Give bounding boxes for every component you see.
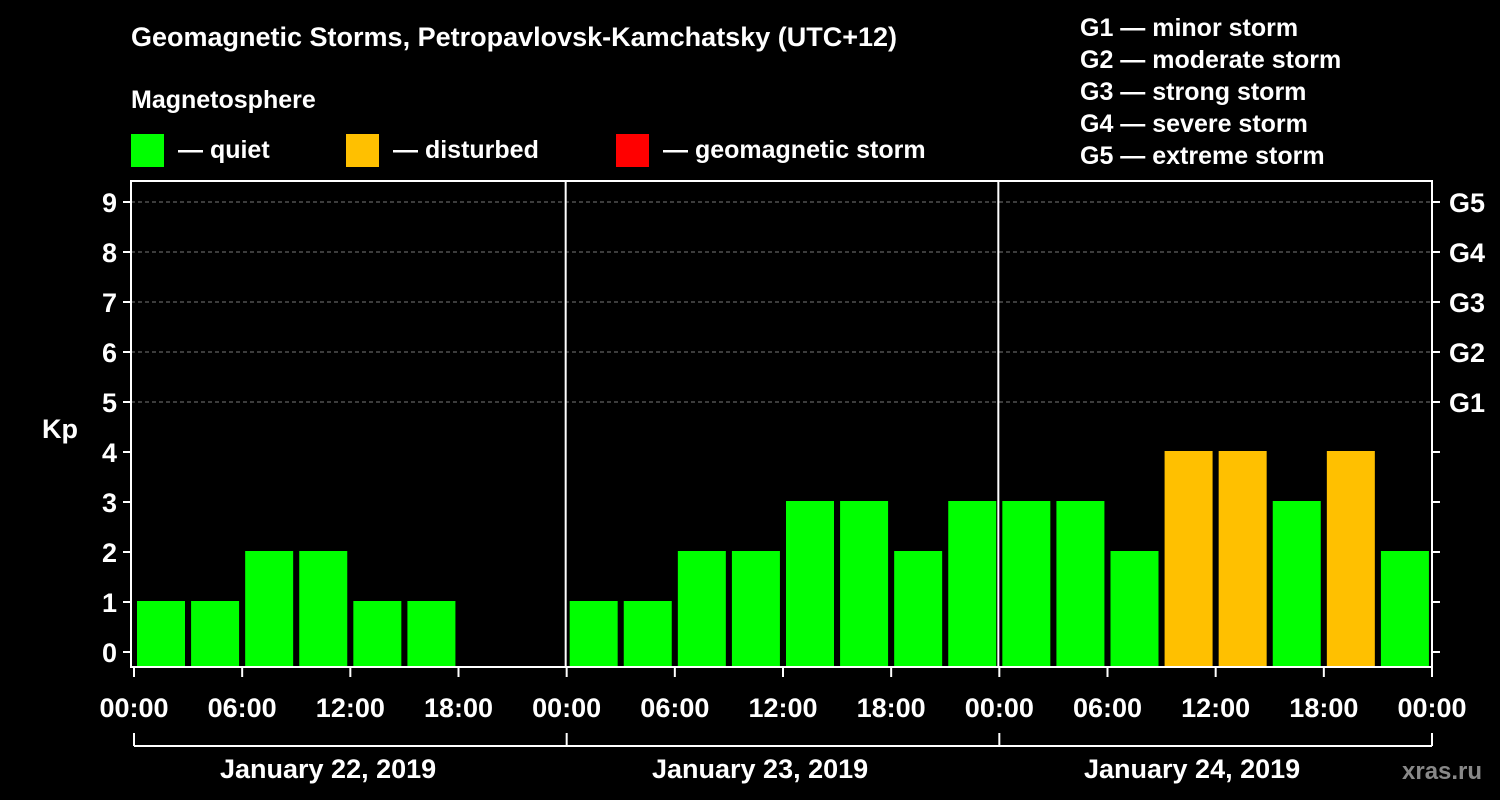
y-tick-label: 4 <box>102 438 117 468</box>
legend-swatch-storm <box>616 133 649 167</box>
kp-bar <box>137 601 185 667</box>
storm-scale-g4: G4 — severe storm <box>1080 110 1308 138</box>
storm-scale-g3: G3 — strong storm <box>1080 78 1307 106</box>
legend-label-disturbed: — disturbed <box>393 135 539 164</box>
x-tick-label: 00:00 <box>532 693 601 723</box>
right-axis-label-g4: G4 <box>1449 238 1485 268</box>
x-tick-label: 06:00 <box>208 693 277 723</box>
x-tick-label: 00:00 <box>965 693 1034 723</box>
day-label-3: January 24, 2019 <box>1084 754 1301 784</box>
legend-swatch-quiet <box>131 133 164 167</box>
x-tick-label: 18:00 <box>424 693 493 723</box>
legend-item-storm: — geomagnetic storm <box>616 133 926 167</box>
x-tick-label: 12:00 <box>748 693 817 723</box>
legend-item-quiet: — quiet <box>131 133 270 167</box>
day-label-1: January 22, 2019 <box>220 754 437 784</box>
storm-scale-g1: G1 — minor storm <box>1080 14 1299 42</box>
y-tick-label: 3 <box>102 488 117 518</box>
kp-bar <box>407 601 456 667</box>
legend-swatch-disturbed <box>346 133 379 167</box>
kp-bar <box>1110 551 1159 667</box>
storm-scale-g2: G2 — moderate storm <box>1080 46 1342 74</box>
right-axis-label-g5: G5 <box>1449 188 1485 218</box>
kp-bar <box>1218 451 1267 667</box>
y-tick-label: 8 <box>102 238 117 268</box>
y-tick-label: 6 <box>102 338 117 368</box>
kp-bar <box>1164 451 1213 667</box>
legend-label-storm: — geomagnetic storm <box>663 135 926 164</box>
y-tick-label: 2 <box>102 538 117 568</box>
kp-bar <box>840 501 889 667</box>
x-tick-label: 00:00 <box>1397 693 1466 723</box>
x-tick-label: 18:00 <box>857 693 926 723</box>
watermark: xras.ru <box>1402 758 1483 785</box>
kp-bar <box>299 551 348 667</box>
kp-bar <box>786 501 834 667</box>
x-tick-label: 12:00 <box>1181 693 1250 723</box>
right-axis-label-g2: G2 <box>1449 338 1485 368</box>
y-tick-label: 0 <box>102 638 117 668</box>
x-tick-label: 06:00 <box>1073 693 1142 723</box>
kp-bar <box>245 551 294 667</box>
day-label-2: January 23, 2019 <box>652 754 869 784</box>
kp-bar <box>353 601 402 667</box>
kp-bar <box>894 551 943 667</box>
x-tick-label: 00:00 <box>99 693 168 723</box>
x-tick-label: 18:00 <box>1289 693 1358 723</box>
kp-bar <box>1002 501 1051 667</box>
right-axis-label-g1: G1 <box>1449 388 1485 418</box>
y-tick-label: 5 <box>102 388 117 418</box>
kp-bar <box>569 601 618 667</box>
plot-frame <box>130 180 1433 668</box>
kp-bar <box>948 501 997 667</box>
kp-bar <box>191 601 240 667</box>
legend-item-disturbed: — disturbed <box>346 133 539 167</box>
y-tick-label: 7 <box>102 288 117 318</box>
x-tick-label: 12:00 <box>316 693 385 723</box>
legend-title: Magnetosphere <box>131 86 316 114</box>
kp-bar <box>623 601 672 667</box>
right-axis-label-g3: G3 <box>1449 288 1485 318</box>
kp-bar <box>1272 501 1321 667</box>
storm-scale-g5: G5 — extreme storm <box>1080 142 1325 170</box>
kp-bar <box>1380 551 1429 667</box>
x-tick-label: 06:00 <box>640 693 709 723</box>
kp-bar <box>731 551 780 667</box>
kp-bar <box>1056 501 1105 667</box>
legend-label-quiet: — quiet <box>178 135 270 164</box>
y-axis-label: Kp <box>42 414 78 444</box>
y-tick-label: 9 <box>102 188 117 218</box>
kp-bar <box>677 551 726 667</box>
kp-bar <box>1326 451 1375 667</box>
y-tick-label: 1 <box>102 588 117 618</box>
chart-title: Geomagnetic Storms, Petropavlovsk-Kamcha… <box>131 22 898 52</box>
